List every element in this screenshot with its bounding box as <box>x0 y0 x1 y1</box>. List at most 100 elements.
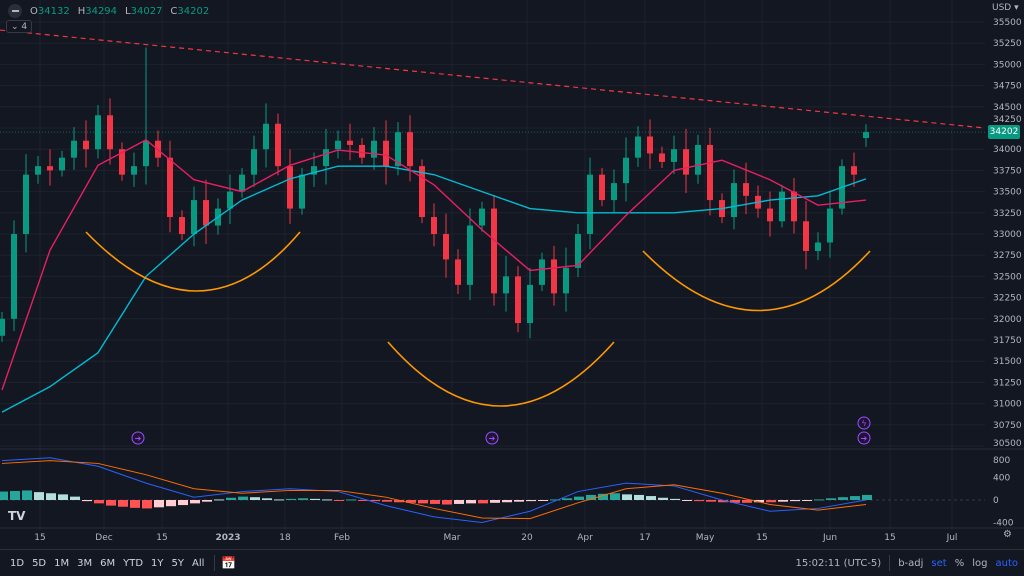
auto-toggle[interactable]: auto <box>995 557 1018 569</box>
date-range-calendar-icon[interactable]: 📅 <box>221 556 237 570</box>
macd-histogram-bar <box>226 497 236 500</box>
low-label: L <box>125 5 131 17</box>
candle-body <box>11 234 17 319</box>
candle-body <box>407 132 413 167</box>
high-label: H <box>77 5 86 17</box>
candle-body <box>59 157 65 171</box>
price-tick-label: 34000 <box>993 145 1022 155</box>
dividend-event-icon[interactable]: ➔ <box>485 431 499 445</box>
price-tick-label: 34750 <box>993 82 1022 92</box>
b-adj-toggle[interactable]: b-adj <box>898 557 924 569</box>
price-tick-label: 33250 <box>993 209 1022 219</box>
macd-histogram-bar <box>22 490 32 500</box>
macd-line <box>1 457 867 524</box>
range-ytd[interactable]: YTD <box>123 557 144 569</box>
indicators-collapse-button[interactable]: ⌄ 4 <box>6 20 33 33</box>
high-value: 34294 <box>85 5 118 17</box>
macd-histogram-bar <box>262 498 272 500</box>
time-tick-label: 15 <box>156 533 167 543</box>
macd-histogram-bar <box>202 500 212 502</box>
macd-histogram-bar <box>550 499 560 501</box>
time-tick-label: 15 <box>756 533 767 543</box>
range-1d[interactable]: 1D <box>10 557 25 569</box>
trendline-drawing <box>0 29 986 129</box>
macd-histogram-bar <box>682 500 692 501</box>
percent-toggle[interactable]: % <box>954 557 965 569</box>
macd-histogram-bar <box>838 497 848 500</box>
settings-gear-icon[interactable]: ⚙ <box>1003 529 1012 540</box>
candle-body <box>563 267 569 294</box>
candle-body <box>647 136 653 154</box>
hide-legend-icon[interactable] <box>8 4 22 18</box>
time-tick-label: Feb <box>334 533 350 543</box>
dividend-event-icon[interactable]: ➔ <box>131 431 145 445</box>
moving-average-slow <box>1 165 867 413</box>
candle-body <box>635 136 641 158</box>
range-all[interactable]: All <box>192 557 205 569</box>
price-tick-label: 32000 <box>993 315 1022 325</box>
candle-body <box>47 166 53 171</box>
price-chart[interactable]: 35500 35250 35000 34750 34500 34250 34000 33750… <box>0 0 1024 549</box>
macd-histogram-bar <box>382 500 392 502</box>
split-event-icon[interactable]: ϟ <box>857 416 871 430</box>
range-1m[interactable]: 1M <box>54 557 70 569</box>
candle-body <box>71 140 77 158</box>
macd-histogram-bar <box>106 500 116 506</box>
macd-histogram-bar <box>214 499 224 501</box>
macd-histogram-bar <box>118 500 128 507</box>
range-6m[interactable]: 6M <box>100 557 116 569</box>
candle-body <box>575 234 581 268</box>
candle-body <box>707 144 713 201</box>
candle-body <box>95 115 101 150</box>
range-5y[interactable]: 5Y <box>171 557 185 569</box>
clock-time[interactable]: 15:02:11 (UTC-5) <box>795 557 882 569</box>
range-3m[interactable]: 3M <box>77 557 93 569</box>
macd-tick-label: 0 <box>993 496 999 506</box>
candle-body <box>179 217 185 234</box>
macd-histogram-bar <box>250 497 260 500</box>
dividend-event-icon[interactable]: ➔ <box>857 431 871 445</box>
price-tick-label: 34250 <box>993 115 1022 125</box>
macd-histogram-bar <box>586 494 596 500</box>
candle-body <box>371 140 377 158</box>
price-tick-label: 32500 <box>993 272 1022 282</box>
macd-histogram-bar <box>442 500 452 505</box>
macd-histogram-bar <box>334 500 344 501</box>
log-toggle[interactable]: log <box>972 557 988 569</box>
macd-histogram-bar <box>490 500 500 503</box>
event-circle <box>485 431 499 445</box>
candle-body <box>431 217 437 234</box>
time-tick-label: Dec <box>95 533 112 543</box>
macd-histogram-bar <box>0 491 8 500</box>
candle-body <box>827 208 833 243</box>
macd-tick-label: -400 <box>993 519 1014 529</box>
candle-body <box>491 208 497 294</box>
range-1y[interactable]: 1Y <box>151 557 164 569</box>
low-value: 34027 <box>130 5 163 17</box>
arrow-glyph: ➔ <box>135 434 142 443</box>
candle-body <box>251 149 257 175</box>
time-tick-label: 18 <box>279 533 291 543</box>
macd-histogram-bar <box>94 500 104 504</box>
event-circle <box>131 431 145 445</box>
candle-body <box>551 259 557 294</box>
macd-histogram-bar <box>790 500 800 502</box>
time-tick-label: 17 <box>639 533 650 543</box>
open-value: 34132 <box>37 5 70 17</box>
macd-histogram-bar <box>394 500 404 503</box>
macd-histogram-bar <box>694 500 704 502</box>
range-5d[interactable]: 5D <box>32 557 47 569</box>
macd-histogram-bar <box>670 498 680 500</box>
candle-body <box>767 208 773 222</box>
currency-selector[interactable]: USD ▾ <box>992 3 1019 13</box>
candle-body <box>599 174 605 201</box>
time-tick-label: Mar <box>444 533 461 543</box>
arrow-glyph: ➔ <box>489 434 496 443</box>
macd-histogram-bar <box>82 500 92 502</box>
set-toggle[interactable]: set <box>931 557 947 569</box>
candle-body <box>611 183 617 201</box>
candle-body <box>527 284 533 324</box>
price-tick-label: 30500 <box>993 439 1022 449</box>
macd-histogram-bar <box>706 500 716 502</box>
macd-histogram-bar <box>622 494 632 500</box>
